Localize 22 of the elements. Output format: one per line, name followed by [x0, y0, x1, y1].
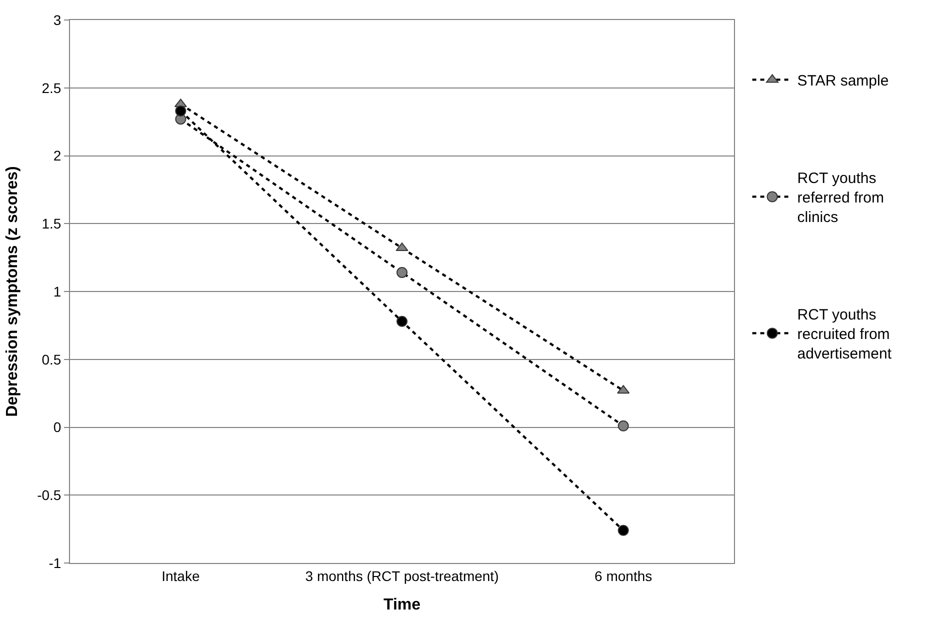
y-tick-label: 3: [53, 12, 62, 28]
y-tick-label: 0: [53, 419, 62, 436]
point: [396, 267, 408, 278]
x-tick-label: 3 months (RCT post-treatment): [305, 568, 499, 584]
point: [618, 524, 629, 536]
x-tick-label: 6 months: [594, 568, 652, 584]
y-tick-label: 1: [53, 283, 62, 300]
legend-label: RCT youths referred from clinics: [797, 170, 884, 226]
point: [618, 420, 629, 432]
y-tick-label: 2: [53, 148, 62, 164]
y-tick-label: 0.5: [42, 351, 62, 368]
point: [175, 105, 186, 116]
y-axis-title: Depression symptoms (z scores): [4, 166, 21, 417]
y-tick-label: 2.5: [42, 80, 62, 96]
x-axis-title: Time: [383, 596, 421, 614]
legend-label: RCT youths recruited from advertisement: [797, 306, 892, 363]
y-tick-label: -1: [48, 554, 62, 571]
y-tick-label: 1.5: [42, 216, 62, 232]
y-tick-label: -0.5: [37, 487, 62, 504]
x-tick-label: Intake: [162, 568, 200, 584]
legend-label: STAR sample: [797, 72, 889, 90]
point: [396, 316, 408, 327]
